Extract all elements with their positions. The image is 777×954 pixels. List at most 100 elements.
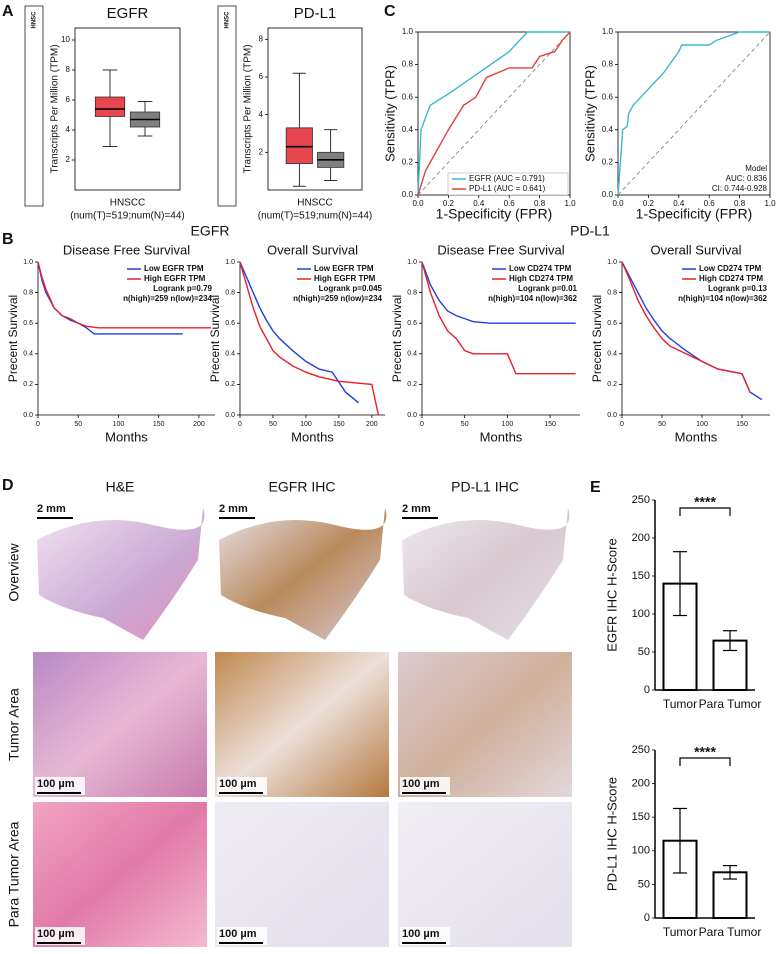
panel-label: D xyxy=(2,477,14,494)
box xyxy=(285,127,313,165)
y-tick-label: 0.2 xyxy=(602,158,614,167)
column-header: PD-L1 IHC xyxy=(451,479,519,495)
y-axis-label: Sensitivity (TPR) xyxy=(382,65,397,162)
y-tick-label: 0.6 xyxy=(607,320,617,327)
y-axis-label: Precent Survival xyxy=(590,295,604,382)
y-tick-label: 1.0 xyxy=(602,27,614,36)
y-tick-label: 6 xyxy=(66,95,71,104)
scale-bar-background xyxy=(35,777,85,795)
y-tick-label: 0.4 xyxy=(225,351,235,358)
scale-bar-label: 100 µm xyxy=(219,928,257,940)
row-label: Overview xyxy=(6,542,22,601)
x-tick-label: 0.8 xyxy=(734,199,746,208)
x-tick-label: 150 xyxy=(153,421,165,428)
tissue-section xyxy=(402,508,570,640)
x-tick-label: 150 xyxy=(333,421,345,428)
group-title: EGFR xyxy=(191,223,230,239)
tissue-image xyxy=(398,652,572,797)
column-header: EGFR IHC xyxy=(269,479,336,495)
y-tick-label: 4 xyxy=(66,125,71,134)
y-tick-label: 0.0 xyxy=(607,412,617,419)
side-panel xyxy=(24,5,44,207)
plot-frame xyxy=(74,27,181,191)
y-axis-label: Precent Survival xyxy=(390,295,404,382)
y-tick-label: 250 xyxy=(632,744,650,756)
x-tick-label: 1.0 xyxy=(764,199,776,208)
series-line xyxy=(417,31,570,196)
x-tick-label: 0.6 xyxy=(504,199,516,208)
y-tick-label: 0.4 xyxy=(402,125,414,134)
scale-bar-label: 100 µm xyxy=(402,778,440,790)
row-label: Para Tumor Area xyxy=(6,821,22,927)
x-tick-label: 50 xyxy=(269,421,277,428)
y-tick-label: 0.8 xyxy=(402,60,414,69)
legend-label: PD-L1 (AUC = 0.641) xyxy=(469,184,546,193)
y-tick-label: 2 xyxy=(259,147,264,156)
x-axis-label: 1-Specificity (FPR) xyxy=(436,206,553,222)
series-line xyxy=(617,31,770,196)
y-tick-label: 0.8 xyxy=(225,289,235,296)
x-tick-label: 50 xyxy=(461,421,469,428)
x-axis-label: Months xyxy=(291,429,334,444)
x-tick-label: Para Tumor xyxy=(699,697,762,711)
tissue-section xyxy=(219,508,387,640)
legend-label: High CD274 TPM xyxy=(699,274,763,283)
box xyxy=(94,96,126,117)
scale-bar-label: 2 mm xyxy=(219,503,248,515)
x-tick-label: Tumor xyxy=(663,925,697,939)
y-tick-label: 100 xyxy=(632,608,650,620)
significance-bracket xyxy=(679,507,731,516)
x-axis-label: HNSCC xyxy=(110,198,146,209)
y-tick-label: 0.0 xyxy=(407,412,417,419)
side-label: HNSC xyxy=(32,11,38,29)
x-tick-label: 150 xyxy=(736,421,748,428)
scale-bar-background xyxy=(400,927,450,945)
series-line xyxy=(37,261,211,329)
y-tick-label: 0.8 xyxy=(602,60,614,69)
series-line xyxy=(421,261,576,375)
scale-bar-label: 100 µm xyxy=(402,928,440,940)
y-tick-label: 50 xyxy=(638,646,650,658)
y-axis-label: Precent Survival xyxy=(6,295,20,382)
chart-title: PD-L1 xyxy=(294,5,337,22)
chart-title: Disease Free Survival xyxy=(63,242,190,257)
column-header: H&E xyxy=(106,479,135,495)
y-tick-label: 0 xyxy=(644,684,650,696)
y-tick-label: 0.6 xyxy=(23,320,33,327)
y-tick-label: 0.6 xyxy=(407,320,417,327)
x-tick-label: 0.0 xyxy=(412,199,424,208)
annotation: AUC: 0.836 xyxy=(726,174,768,183)
y-tick-label: 4 xyxy=(259,110,264,119)
y-axis-label: Transcripts Per Million (TPM) xyxy=(50,44,61,173)
x-tick-label: 100 xyxy=(113,421,125,428)
panel-label: C xyxy=(384,3,396,20)
y-tick-label: 0.2 xyxy=(407,381,417,388)
x-tick-label: 50 xyxy=(74,421,82,428)
y-tick-label: 6 xyxy=(259,72,264,81)
y-tick-label: 0.8 xyxy=(23,289,33,296)
scale-bar-background xyxy=(217,927,267,945)
y-axis-label: Transcripts Per Million (TPM) xyxy=(243,44,254,173)
y-tick-label: 250 xyxy=(632,494,650,506)
y-tick-label: 150 xyxy=(632,811,650,823)
legend-box xyxy=(447,172,569,196)
annotation: Logrank p=0.13 xyxy=(708,284,767,293)
x-axis-note: (num(T)=519;num(N)=44) xyxy=(70,211,184,222)
y-tick-label: 8 xyxy=(259,34,264,43)
annotation: Logrank p=0.01 xyxy=(518,284,577,293)
y-tick-label: 0.4 xyxy=(607,351,617,358)
y-tick-label: 0.8 xyxy=(407,289,417,296)
y-tick-label: 150 xyxy=(632,570,650,582)
tissue-image xyxy=(215,652,389,797)
reference-line xyxy=(417,31,571,196)
y-tick-label: 0.2 xyxy=(607,381,617,388)
significance-label: **** xyxy=(694,744,716,760)
scale-bar-background xyxy=(217,777,267,795)
scale-bar-label: 2 mm xyxy=(402,503,431,515)
y-tick-label: 0.4 xyxy=(602,125,614,134)
scale-bar-label: 100 µm xyxy=(37,778,75,790)
legend-label: Low CD274 TPM xyxy=(509,264,572,273)
annotation: Logrank p=0.79 xyxy=(153,284,212,293)
chart-title: Overall Survival xyxy=(267,242,358,257)
x-tick-label: 0 xyxy=(36,421,40,428)
